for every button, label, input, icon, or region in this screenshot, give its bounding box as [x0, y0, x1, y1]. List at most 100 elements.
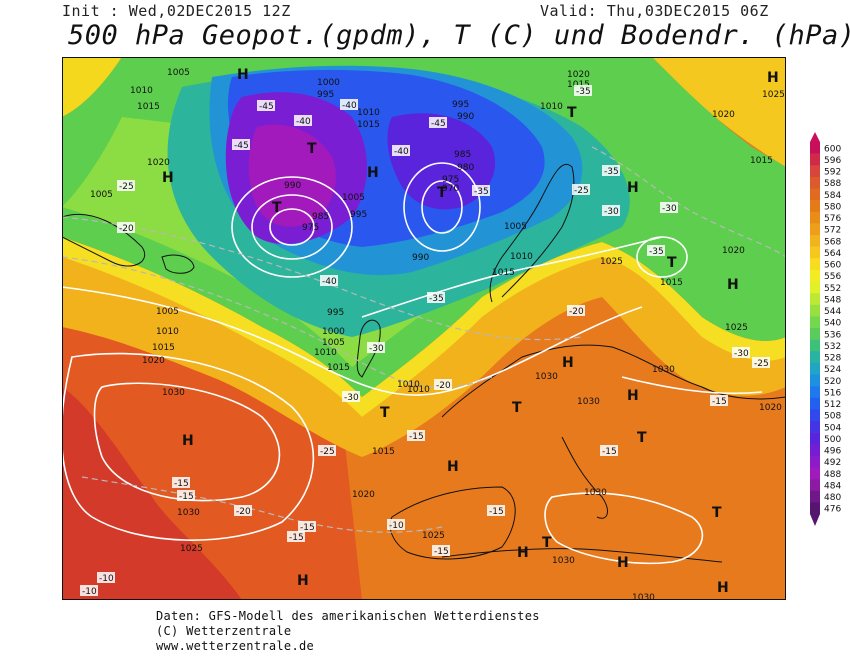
- legend-value-label: 576: [824, 214, 841, 224]
- temp-label-box: -20: [434, 379, 452, 391]
- legend-value-label: 512: [824, 400, 841, 410]
- legend-value-label: 476: [824, 505, 841, 515]
- isobar-label: 1010: [397, 380, 420, 390]
- legend-swatch: [810, 304, 820, 317]
- legend-swatch: [810, 479, 820, 492]
- isobar-label: 1015: [152, 343, 175, 353]
- isobar-label: 1015: [327, 363, 350, 373]
- isobar-label: 1005: [167, 68, 190, 78]
- low-marker: T: [637, 430, 647, 446]
- legend-swatch: [810, 211, 820, 224]
- temp-label-box: -20: [567, 305, 585, 317]
- legend-value-label: 492: [824, 458, 841, 468]
- isobar-label: 1005: [156, 307, 179, 317]
- legend-value-label: 500: [824, 435, 841, 445]
- legend-swatch: [810, 455, 820, 468]
- high-marker: H: [182, 433, 194, 449]
- legend-value-label: 592: [824, 168, 841, 178]
- legend-value-label: 564: [824, 249, 841, 259]
- svg-text:-15: -15: [602, 447, 617, 457]
- isobar-label: 1015: [357, 120, 380, 130]
- legend-value-label: 596: [824, 156, 841, 166]
- svg-text:-20: -20: [569, 307, 584, 317]
- svg-text:-15: -15: [434, 547, 449, 557]
- isobar-1025-atlantic: [62, 352, 315, 541]
- isobar-label: 1030: [632, 593, 655, 600]
- legend-swatch: [810, 386, 820, 399]
- isobar-label: 995: [327, 308, 344, 318]
- svg-text:-20: -20: [436, 381, 451, 391]
- isobar-label: 1010: [510, 252, 533, 262]
- isobar-label: 1025: [762, 90, 785, 100]
- temp-label-box: -25: [572, 184, 590, 196]
- low-marker: T: [667, 255, 677, 271]
- high-marker: H: [717, 580, 729, 596]
- temp-label-box: -35: [427, 292, 445, 304]
- isobar-label: 1005: [322, 338, 345, 348]
- legend-swatch: [810, 153, 820, 166]
- legend-swatch: [810, 176, 820, 189]
- legend-value-label: 488: [824, 470, 841, 480]
- temp-label-box: -40: [392, 145, 410, 157]
- svg-text:-45: -45: [431, 119, 446, 129]
- temp-label-box: -45: [257, 100, 275, 112]
- valid-time: Valid: Thu,03DEC2015 06Z: [540, 2, 769, 20]
- temp-label-box: -20: [117, 222, 135, 234]
- svg-text:-35: -35: [649, 247, 664, 257]
- isobar-labels: 1005 1010 1015 1020 1005 1000 995 1010 1…: [90, 68, 785, 600]
- isobar-label: 975: [302, 223, 319, 233]
- svg-text:-35: -35: [604, 167, 619, 177]
- weather-map: H H H H H H H H H H H H H H T T T T T T …: [62, 57, 786, 600]
- legend-swatch: [810, 165, 820, 178]
- svg-text:-10: -10: [82, 587, 97, 597]
- temp-label-box: -35: [472, 185, 490, 197]
- temp-label-box: -30: [732, 347, 750, 359]
- coast-mediterranean: [441, 548, 723, 563]
- legend-swatch: [810, 258, 820, 271]
- temp-label-box: -10: [387, 519, 405, 531]
- legend-value-label: 532: [824, 342, 841, 352]
- isobar-label: 985: [312, 212, 329, 222]
- isobar-label: 1020: [142, 356, 165, 366]
- legend-value-label: 580: [824, 202, 841, 212]
- low-marker: T: [512, 400, 522, 416]
- isobar-label: 1005: [342, 193, 365, 203]
- svg-text:-15: -15: [289, 533, 304, 543]
- isobar-label: 970: [442, 184, 459, 194]
- temp-label-box: -20: [234, 505, 252, 517]
- temp-label-box: -35: [602, 165, 620, 177]
- isobar-label: 1015: [137, 102, 160, 112]
- isobar-label: 990: [412, 253, 429, 263]
- footer-copyright: (C) Wetterzentrale: [156, 624, 292, 638]
- legend-value-label: 588: [824, 179, 841, 189]
- isobar-label: 1030: [535, 372, 558, 382]
- svg-text:-40: -40: [342, 101, 357, 111]
- coast-italy: [561, 436, 608, 519]
- legend-value-label: 520: [824, 377, 841, 387]
- isobar-deep-low-ring: [269, 208, 315, 246]
- isobar-label: 990: [457, 112, 474, 122]
- legend-swatch: [810, 235, 820, 247]
- legend-swatch: [810, 362, 820, 375]
- legend-value-label: 556: [824, 272, 841, 282]
- legend-bottom-arrow: [810, 514, 820, 526]
- svg-text:-15: -15: [489, 507, 504, 517]
- isobar-label: 1020: [147, 158, 170, 168]
- legend-value-label: 584: [824, 191, 841, 201]
- legend-value-label: 484: [824, 481, 841, 491]
- isobar-sweep-north: [361, 236, 663, 318]
- temp-label-box: -40: [340, 99, 358, 111]
- high-marker: H: [767, 70, 779, 86]
- high-marker: H: [727, 277, 739, 293]
- legend-swatch: [810, 200, 820, 213]
- legend-swatch: [810, 142, 820, 154]
- svg-text:-25: -25: [119, 182, 134, 192]
- legend-value-label: 544: [824, 307, 841, 317]
- temp-label-box: -15: [407, 430, 425, 442]
- high-marker: H: [162, 170, 174, 186]
- svg-text:-15: -15: [179, 492, 194, 502]
- isobar-label: 1010: [156, 327, 179, 337]
- isobar-label: 1010: [540, 102, 563, 112]
- svg-text:-15: -15: [409, 432, 424, 442]
- svg-text:-35: -35: [576, 87, 591, 97]
